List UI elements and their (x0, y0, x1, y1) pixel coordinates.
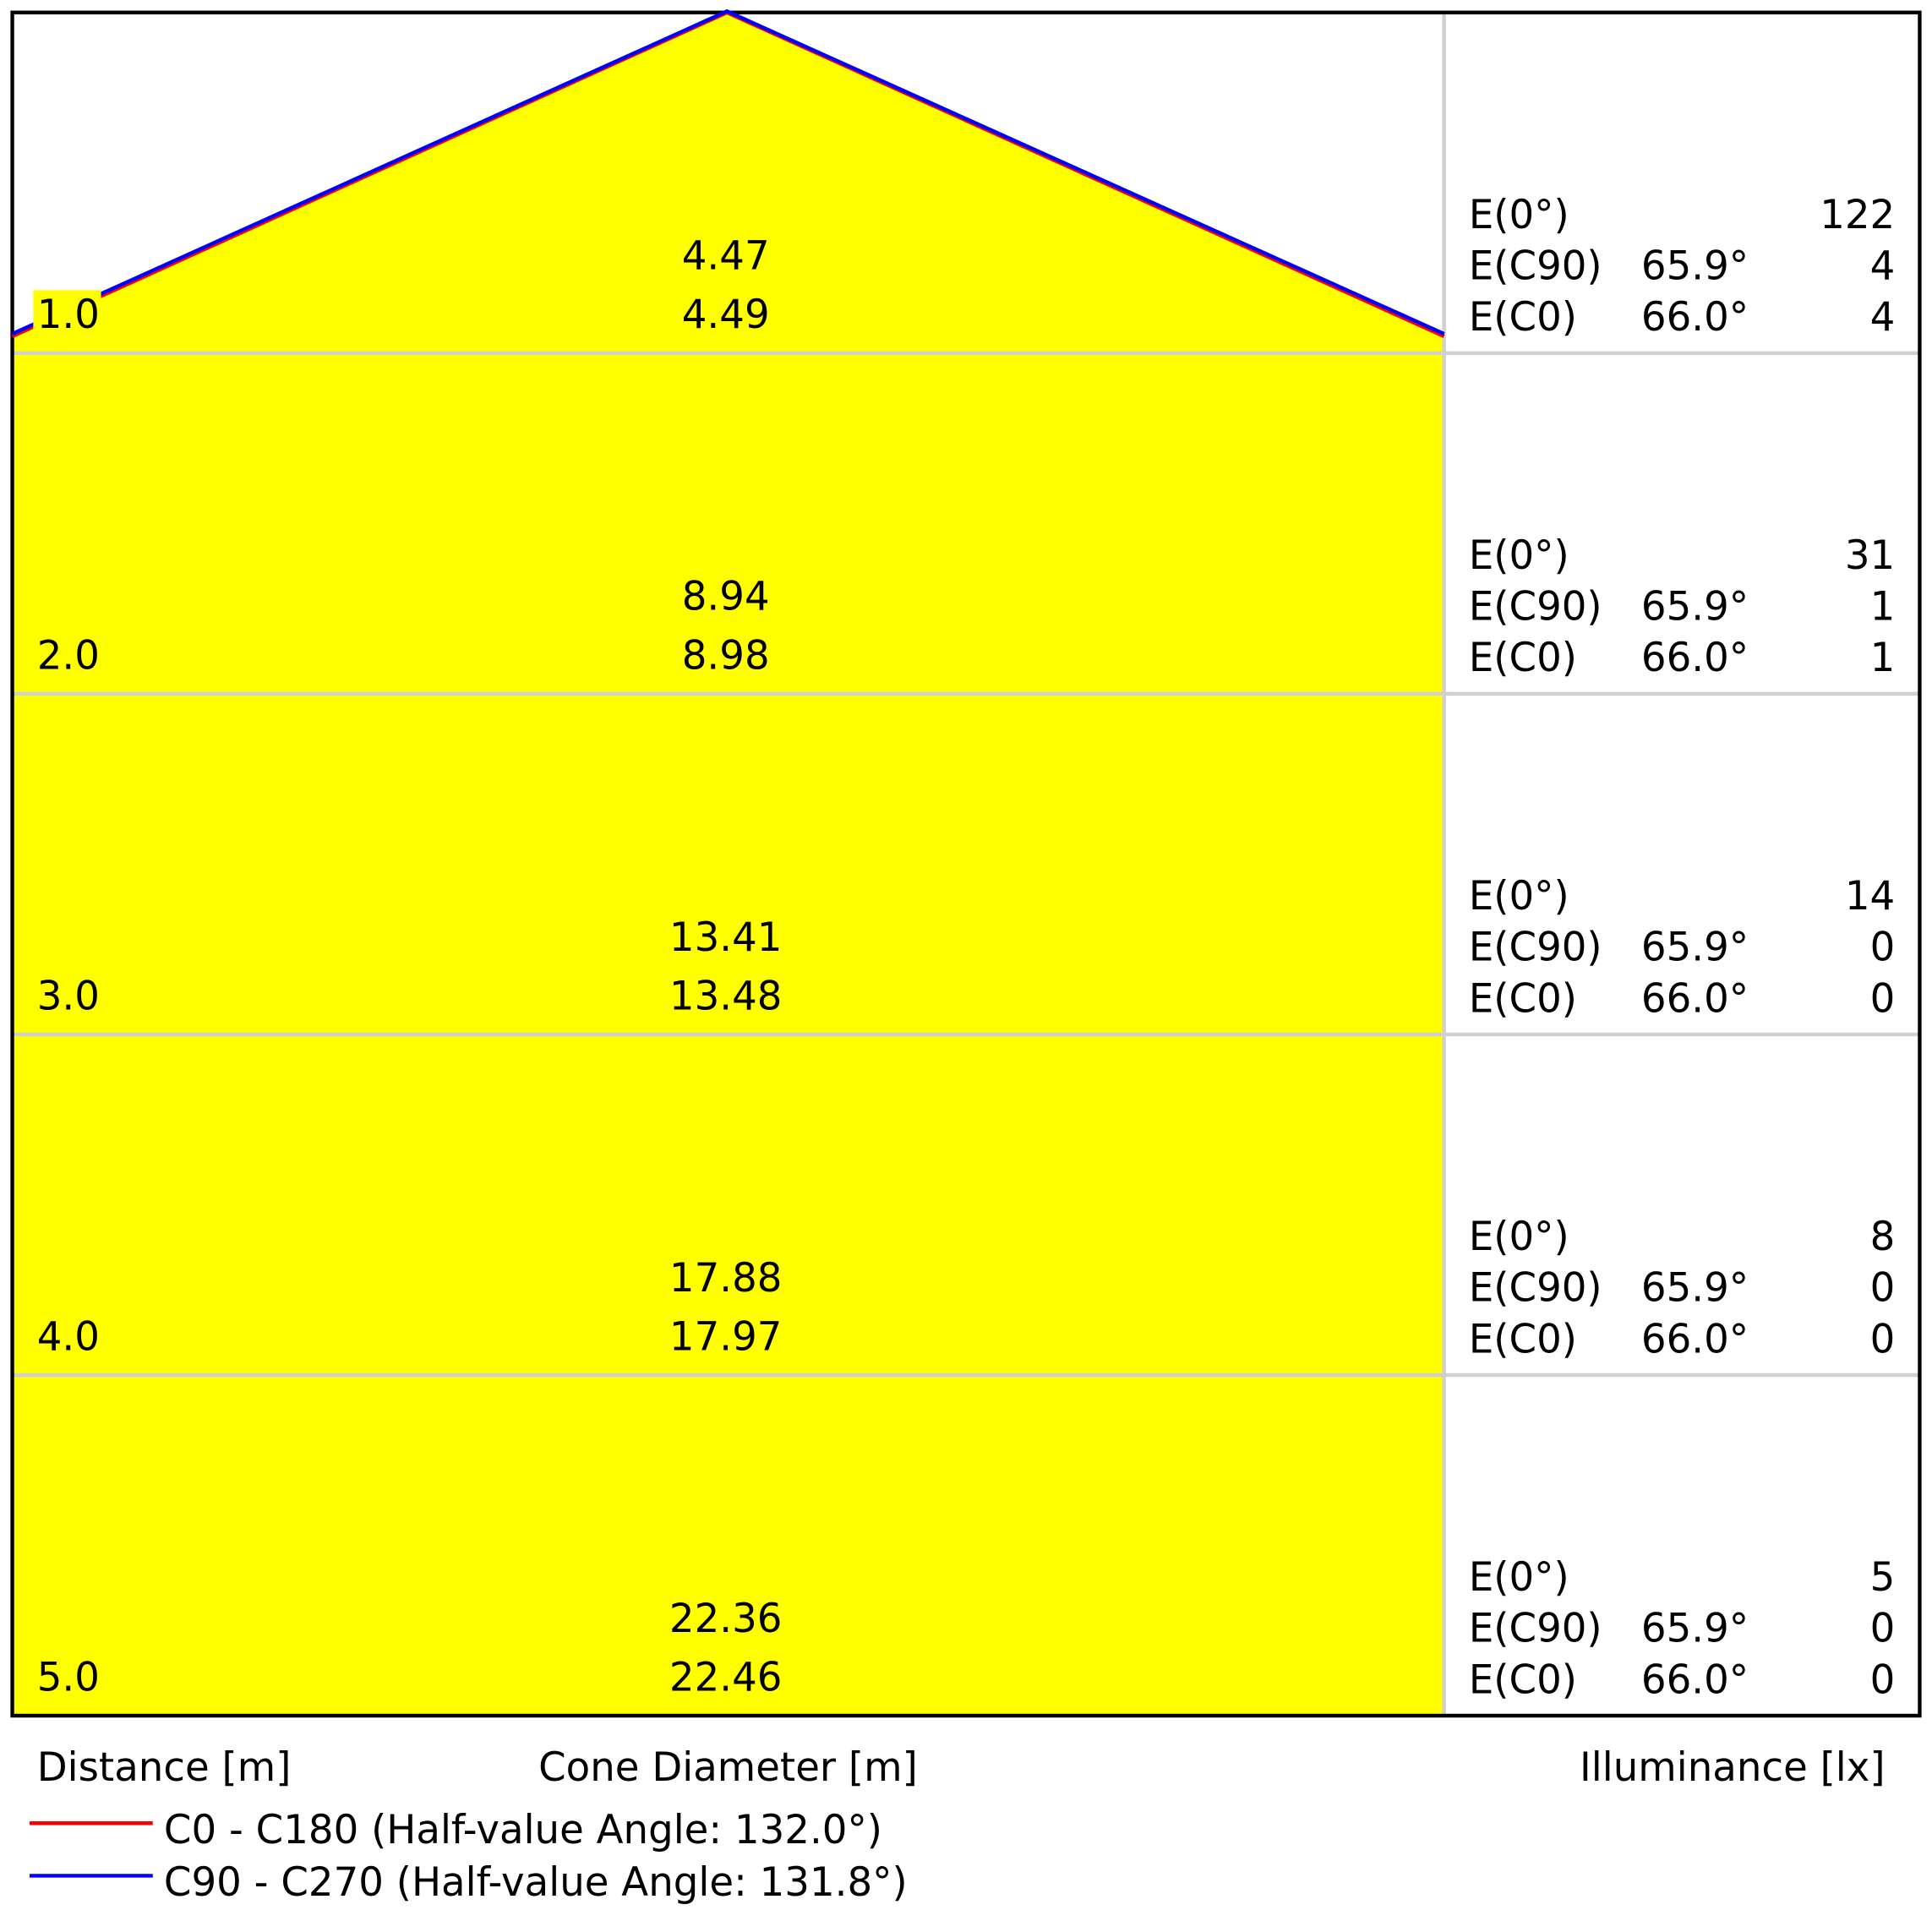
illuminance-row-label: E(0°) (1469, 532, 1569, 579)
cone-diameter-c0: 22.46 (669, 1654, 783, 1700)
distance-axis-label: Distance [m] (37, 1744, 292, 1791)
illuminance-row-label: E(C90) (1469, 1264, 1602, 1311)
distance-label: 4.0 (37, 1313, 100, 1360)
series-line-c90 (11, 8, 1445, 336)
chart-frame (10, 10, 1922, 1718)
illuminance-value: 0 (1870, 1605, 1896, 1651)
illuminance-value: 14 (1845, 873, 1895, 920)
cone-diameter-c0: 13.48 (669, 973, 783, 1019)
illuminance-row-label: E(C90) (1469, 243, 1602, 289)
half-angle-c90: 65.9° (1641, 1264, 1749, 1311)
distance-label: 3.0 (37, 973, 100, 1019)
legend-label-c0: C0 - C180 (Half-value Angle: 132.0°) (164, 1807, 882, 1853)
illuminance-value: 1 (1870, 583, 1896, 630)
illuminance-value: 31 (1845, 532, 1895, 579)
illuminance-value: 0 (1870, 924, 1896, 970)
illuminance-row-label: E(C0) (1469, 1316, 1577, 1362)
half-angle-c0: 66.0° (1641, 1316, 1749, 1362)
illuminance-value: 8 (1870, 1214, 1896, 1260)
illuminance-row-label: E(C90) (1469, 1605, 1602, 1651)
cone-diameter-c90: 4.47 (682, 232, 770, 279)
cone-diameter-c90: 22.36 (669, 1596, 783, 1642)
illuminance-value: 0 (1870, 1316, 1896, 1362)
half-angle-c90: 65.9° (1641, 924, 1749, 970)
distance-label: 2.0 (37, 632, 100, 679)
half-angle-c0: 66.0° (1641, 294, 1749, 341)
distance-label-bg (33, 290, 101, 330)
cone-diameter-axis-label: Cone Diameter [m] (538, 1744, 918, 1791)
cone-diameter-c90: 13.41 (669, 914, 783, 960)
half-angle-c90: 65.9° (1641, 243, 1749, 289)
illuminance-value: 4 (1870, 243, 1896, 289)
illuminance-value: 4 (1870, 294, 1896, 341)
illuminance-axis-label: Illuminance [lx] (1580, 1744, 1886, 1791)
half-angle-c0: 66.0° (1641, 1656, 1749, 1703)
illuminance-row-label: E(0°) (1469, 1554, 1569, 1601)
cone-diameter-c90: 17.88 (669, 1255, 783, 1302)
illuminance-value: 0 (1870, 975, 1896, 1022)
illuminance-row-label: E(C90) (1469, 583, 1602, 630)
half-angle-c90: 65.9° (1641, 583, 1749, 630)
illuminance-row-label: E(C90) (1469, 924, 1602, 970)
cone-diameter-c0: 8.98 (682, 632, 770, 679)
half-angle-c0: 66.0° (1641, 635, 1749, 681)
illuminance-value: 1 (1870, 635, 1896, 681)
illuminance-row-label: E(C0) (1469, 635, 1577, 681)
illuminance-row-label: E(0°) (1469, 873, 1569, 920)
illuminance-row-label: E(0°) (1469, 1214, 1569, 1260)
cone-diameter-c0: 4.49 (682, 292, 770, 338)
legend-label-c90: C90 - C270 (Half-value Angle: 131.8°) (164, 1859, 908, 1906)
illuminance-value: 5 (1870, 1554, 1896, 1601)
illuminance-row-label: E(C0) (1469, 975, 1577, 1022)
illuminance-value: 0 (1870, 1264, 1896, 1311)
cone-diameter-c90: 8.94 (682, 573, 770, 619)
distance-label: 5.0 (37, 1654, 100, 1700)
illuminance-row-label: E(C0) (1469, 294, 1577, 341)
distance-label: 1.0 (37, 292, 100, 338)
illuminance-value: 122 (1820, 192, 1895, 238)
half-angle-c0: 66.0° (1641, 975, 1749, 1022)
illuminance-value: 0 (1870, 1656, 1896, 1703)
illuminance-row-label: E(0°) (1469, 192, 1569, 238)
half-angle-c90: 65.9° (1641, 1605, 1749, 1651)
cone-diameter-c0: 17.97 (669, 1313, 783, 1360)
cone-fill (12, 12, 1444, 1716)
illuminance-row-label: E(C0) (1469, 1656, 1577, 1703)
